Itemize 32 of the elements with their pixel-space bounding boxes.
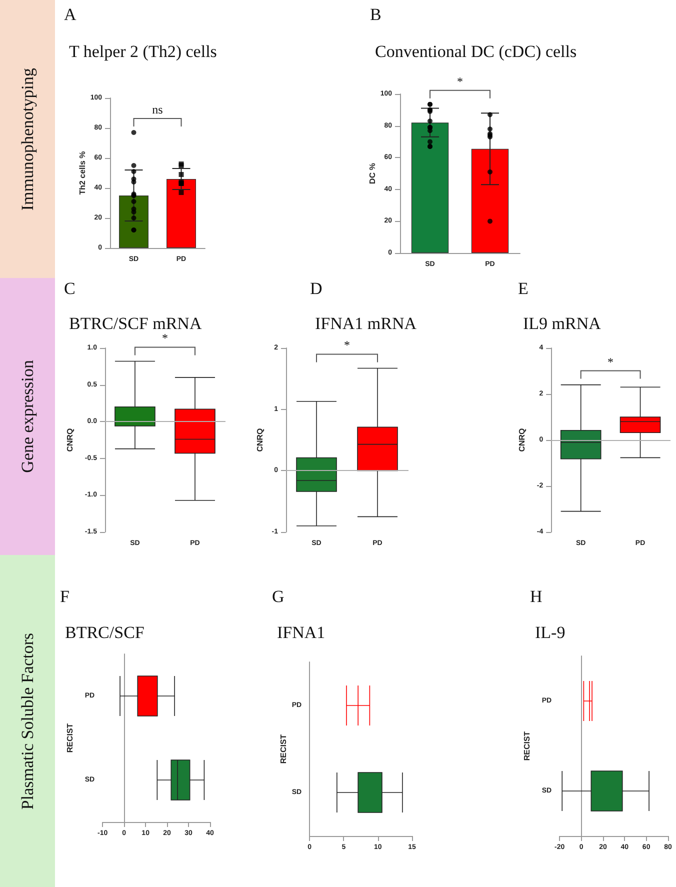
chart-title: IL-9 [535, 623, 566, 642]
y-axis-title: RECIST [66, 723, 74, 753]
text: E [518, 279, 528, 298]
text: C [64, 279, 76, 298]
chart-title: BTRC/SCF [65, 623, 144, 642]
y-axis-title: DC % [368, 163, 377, 184]
text: * [457, 74, 463, 88]
y-axis-title: CNRQ [256, 428, 264, 452]
y-axis-title: CNRQ [518, 428, 526, 452]
annotation: * [344, 338, 350, 352]
chart-title: IFNA1 mRNA [315, 314, 418, 333]
text: F [60, 587, 70, 606]
section-panel: Gene expression [0, 278, 55, 555]
chart-title: IL9 mRNA [523, 314, 602, 333]
y-axis-title: RECIST [522, 731, 532, 761]
chart-title: T helper 2 (Th2) cells [69, 42, 217, 61]
text: H [530, 587, 542, 606]
chart-title: Conventional DC (cDC) cells [375, 42, 577, 61]
text: B [370, 5, 382, 24]
text: G [272, 587, 284, 606]
text: * [162, 331, 168, 346]
y-axis-title: CNRQ [66, 428, 74, 452]
annotation: * [608, 354, 614, 369]
section-panel: Plasmatic Soluble Factors [0, 555, 55, 887]
section-panel: Immunophenotyping [0, 0, 55, 278]
y-axis-title: Th2 cells % [78, 151, 87, 195]
y-axis-title: RECIST [279, 734, 288, 764]
annotation: ns [152, 102, 164, 116]
chart-title: BTRC/SCF mRNA [69, 314, 202, 333]
text: D [310, 279, 322, 298]
chart-title: IFNA1 [277, 623, 326, 642]
text: A [64, 5, 77, 24]
